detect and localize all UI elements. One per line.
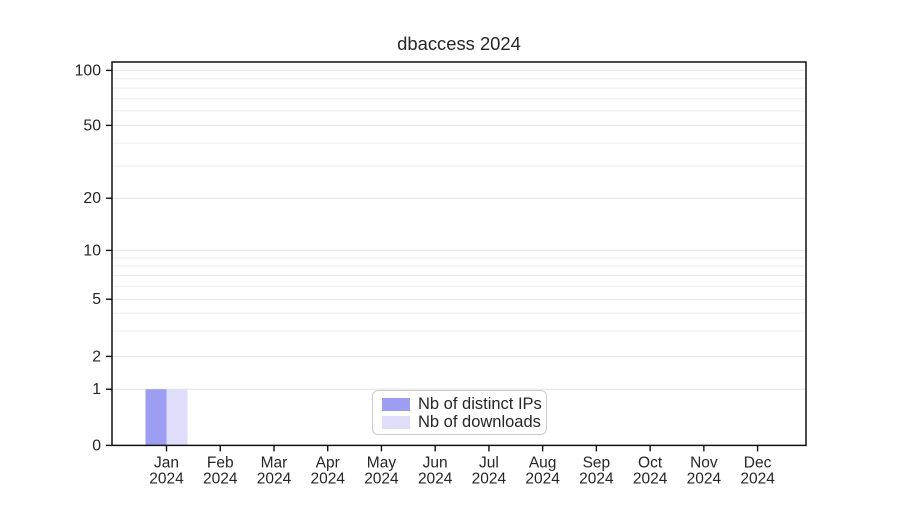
svg-text:Feb: Feb [207,454,234,471]
svg-text:Sep: Sep [583,454,611,471]
svg-text:Jun: Jun [423,454,448,471]
svg-text:dbaccess 2024: dbaccess 2024 [397,33,521,54]
svg-text:Dec: Dec [744,454,772,471]
svg-text:Oct: Oct [638,454,663,471]
svg-text:2024: 2024 [579,470,614,487]
svg-text:2024: 2024 [472,470,507,487]
svg-text:100: 100 [75,62,102,79]
svg-text:2: 2 [92,348,101,365]
svg-text:Nov: Nov [690,454,718,471]
svg-text:Apr: Apr [316,454,340,471]
svg-text:1: 1 [92,381,101,398]
svg-text:Jul: Jul [479,454,499,471]
svg-text:2024: 2024 [525,470,560,487]
svg-text:0: 0 [92,437,101,454]
svg-text:2024: 2024 [257,470,292,487]
svg-text:2024: 2024 [149,470,184,487]
svg-text:2024: 2024 [633,470,668,487]
svg-text:50: 50 [83,117,101,134]
svg-text:2024: 2024 [203,470,238,487]
svg-text:Jan: Jan [154,454,179,471]
svg-text:Aug: Aug [529,454,557,471]
svg-text:5: 5 [92,291,101,308]
svg-text:Mar: Mar [261,454,288,471]
svg-text:May: May [367,454,397,471]
svg-text:2024: 2024 [418,470,453,487]
svg-text:20: 20 [83,190,101,207]
svg-text:10: 10 [83,242,101,259]
svg-text:2024: 2024 [364,470,399,487]
svg-text:2024: 2024 [687,470,722,487]
svg-text:2024: 2024 [310,470,345,487]
svg-text:2024: 2024 [740,470,775,487]
